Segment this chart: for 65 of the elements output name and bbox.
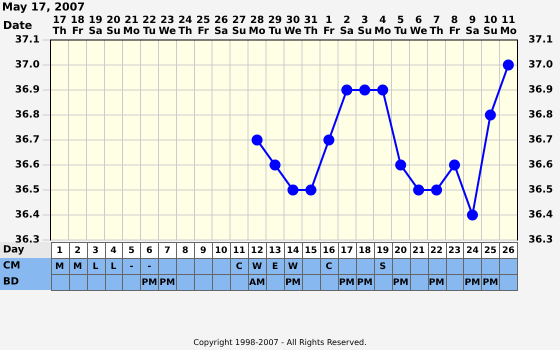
category-label: 25 Fr 9 — [196, 15, 210, 256]
text: CM — [3, 260, 20, 272]
category-label: 9 Sa 24 PM — [464, 15, 480, 288]
category-label: 22 Tu 6 - PM — [142, 15, 158, 288]
y2-tick-label: 36.5 — [528, 184, 554, 196]
category-label: 30 We 14 W PM — [284, 15, 302, 288]
category-label: 31 Th 15 — [304, 15, 318, 256]
y-tick-label: 36.8 — [14, 110, 40, 121]
category-label: 18 Fr 2 M — [70, 15, 85, 272]
category-label: 26 Sa 10 — [214, 15, 228, 256]
category-label: 28 Mo 12 W AM — [248, 15, 266, 288]
category-label: 8 Fr 23 — [448, 15, 461, 256]
y2-tick-label: 36.9 — [528, 84, 554, 96]
y-tick-label: 36.4 — [14, 210, 40, 221]
point — [323, 134, 334, 146]
text: Date — [3, 18, 32, 32]
y2-tick-label: 36.3 — [528, 234, 554, 246]
category-label: 11 Mo 26 — [500, 15, 517, 256]
y-tick-label: 37.0 — [14, 60, 40, 71]
category-label: 2 Sa 17 PM — [339, 15, 355, 288]
y-tick-label: 36.7 — [14, 134, 40, 146]
category-label: 19 Sa 3 L — [88, 15, 103, 272]
chart-title: May 17, 2007 — [2, 0, 85, 14]
point — [502, 60, 514, 70]
point — [395, 160, 406, 170]
text: Copyright 1998-2007 - All Rights Reserved. — [193, 338, 367, 348]
point — [270, 160, 281, 170]
category-label: 29 Tu 13 E — [268, 15, 282, 272]
point — [252, 134, 263, 146]
y-tick-label: 36.9 — [14, 84, 40, 96]
y-tick-label: 36.5 — [14, 184, 40, 196]
point — [377, 84, 388, 96]
category-label: 27 Su 11 C — [232, 15, 246, 272]
y2-tick-label: 36.7 — [528, 134, 554, 146]
y2-tick-label: 37.1 — [528, 34, 554, 46]
category-label: 1 Fr 16 C — [322, 15, 336, 272]
category-label: 5 Tu 20 PM — [392, 15, 408, 288]
category-label: 23 We 7 PM — [158, 15, 176, 288]
category-label: 10 Su 25 PM — [482, 15, 498, 288]
category-label: 20 Su 4 L — [106, 15, 121, 272]
point — [359, 84, 370, 96]
y-tick-label: 36.3 — [14, 234, 40, 246]
point — [305, 184, 316, 196]
y-tick-label: 36.6 — [14, 160, 40, 171]
category-label: 21 Mo 5 - — [123, 15, 140, 272]
y2-tick-label: 36.4 — [528, 210, 554, 221]
y-tick-label: 37.1 — [14, 34, 40, 46]
category-label: 3 Su 18 PM — [356, 15, 373, 288]
point — [449, 160, 460, 170]
category-label: 24 Th 8 — [178, 15, 192, 256]
point — [341, 84, 352, 96]
category-label: 6 We 21 — [410, 15, 428, 256]
point — [466, 210, 478, 220]
point — [413, 184, 424, 196]
text: BD — [3, 276, 19, 288]
category-label: 4 Mo 19 S — [374, 15, 392, 272]
point — [484, 110, 496, 120]
text: Day — [3, 244, 25, 256]
point — [287, 184, 298, 196]
y2-tick-label: 36.8 — [528, 110, 554, 121]
category-label: 17 Th 1 M — [52, 15, 67, 272]
category-label: 7 Th 22 PM — [428, 15, 444, 288]
point — [431, 184, 442, 196]
y2-tick-label: 36.6 — [528, 160, 554, 171]
y2-tick-label: 37.0 — [528, 60, 554, 71]
